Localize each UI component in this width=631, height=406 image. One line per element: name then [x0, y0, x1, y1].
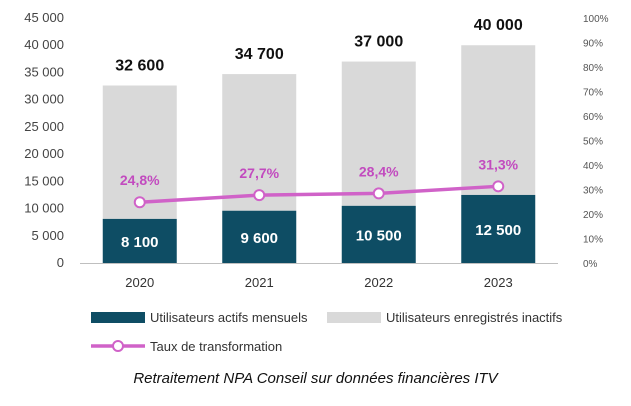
line-point: [133, 196, 146, 209]
bar-active-users: [222, 210, 297, 263]
bar-active-label: 9 600: [240, 230, 278, 247]
line-point-label: 27,7%: [239, 165, 279, 181]
line-point: [253, 189, 266, 202]
legend-swatch-inactive: [327, 312, 381, 323]
bar-total-label: 40 000: [474, 17, 523, 34]
legend-label-active: Utilisateurs actifs mensuels: [150, 310, 308, 325]
y2-tick-label: 10%: [583, 235, 603, 246]
bar-active-users: [102, 218, 177, 263]
y2-tick-label: 70%: [583, 88, 603, 99]
y-tick-label: 15 000: [24, 173, 64, 188]
bar-active-users: [461, 194, 536, 263]
chart-caption: Retraitement NPA Conseil sur données fin…: [133, 370, 498, 387]
y-tick-label: 5 000: [31, 228, 64, 243]
bar-active-label: 8 100: [121, 234, 159, 251]
y-tick-label: 25 000: [24, 119, 64, 134]
y2-tick-label: 20%: [583, 210, 603, 221]
legend-label-inactive: Utilisateurs enregistrés inactifs: [386, 310, 563, 325]
y-tick-label: 20 000: [24, 146, 64, 161]
bar-total-label: 32 600: [115, 58, 164, 75]
line-point-label: 31,3%: [478, 156, 518, 172]
legend-swatch-line-marker: [112, 340, 124, 352]
y2-tick-label: 100%: [583, 14, 609, 25]
bar-inactive-users: [222, 74, 297, 211]
legend-swatch-active: [91, 312, 145, 323]
y-tick-label: 40 000: [24, 37, 64, 52]
y2-tick-label: 30%: [583, 186, 603, 197]
line-point-label: 24,8%: [120, 172, 160, 188]
bar-active-label: 10 500: [356, 227, 402, 244]
bar-active-label: 12 500: [475, 222, 521, 239]
y2-tick-label: 60%: [583, 112, 603, 123]
y2-tick-label: 40%: [583, 161, 603, 172]
y2-tick-label: 0%: [583, 259, 598, 270]
line-point-label: 28,4%: [359, 163, 399, 179]
line-transformation-rate: [139, 184, 499, 204]
bar-inactive-users: [341, 61, 416, 206]
bar-total-label: 37 000: [354, 34, 403, 51]
line-point: [372, 187, 385, 200]
y-tick-label: 45 000: [24, 10, 64, 25]
y-tick-label: 0: [57, 255, 64, 270]
y2-tick-label: 50%: [583, 137, 603, 148]
bar-active-users: [341, 205, 416, 263]
bar-total-label: 34 700: [235, 46, 284, 63]
bar-inactive-users: [461, 45, 536, 195]
y-tick-label: 35 000: [24, 64, 64, 79]
y2-tick-label: 80%: [583, 63, 603, 74]
x-tick-label: 2023: [484, 275, 513, 290]
y-tick-label: 30 000: [24, 92, 64, 107]
y-tick-label: 10 000: [24, 201, 64, 216]
y2-tick-label: 90%: [583, 39, 603, 50]
x-tick-label: 2022: [364, 275, 393, 290]
x-tick-label: 2021: [245, 275, 274, 290]
x-tick-label: 2020: [125, 275, 154, 290]
legend-label-line: Taux de transformation: [150, 339, 282, 354]
line-point: [492, 180, 505, 193]
